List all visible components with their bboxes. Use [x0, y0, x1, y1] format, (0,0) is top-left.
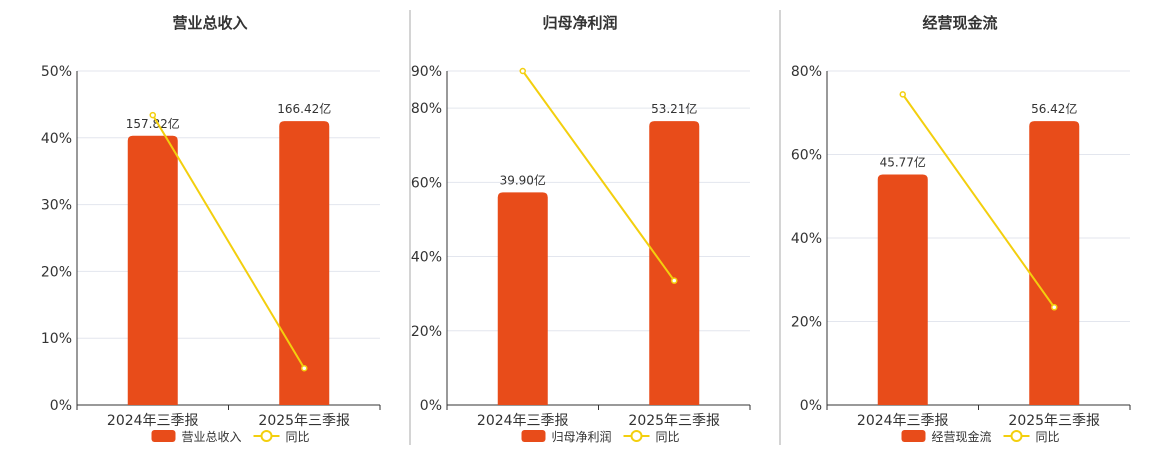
bar-data-label: 45.77亿	[880, 155, 926, 170]
bar-data-label: 53.21亿	[651, 101, 697, 116]
y-tick-label: 50%	[41, 64, 72, 80]
bar	[497, 192, 548, 405]
bar-data-label: 56.42亿	[1031, 101, 1077, 116]
y-tick-label: 20%	[41, 264, 72, 280]
legend-line-marker	[260, 430, 273, 442]
y-tick-label: 20%	[791, 315, 822, 331]
bar	[127, 135, 178, 405]
y-tick-label: 20%	[411, 324, 442, 340]
legend-line-marker	[630, 430, 643, 442]
bar	[649, 121, 700, 405]
x-category-label: 2024年三季报	[107, 413, 199, 429]
y-tick-label: 10%	[41, 331, 72, 347]
bar	[1029, 121, 1080, 405]
y-tick-label: 80%	[411, 101, 442, 117]
yoy-point	[149, 111, 156, 119]
y-tick-label: 60%	[411, 175, 442, 191]
chart-title: 经营现金流	[922, 14, 997, 32]
y-tick-label: 90%	[411, 64, 442, 80]
yoy-point	[519, 67, 526, 75]
y-tick-label: 0%	[50, 398, 72, 414]
legend-bar-swatch	[521, 430, 546, 442]
legend-bar-label: 营业总收入	[182, 430, 242, 444]
bar-data-label: 39.90亿	[500, 172, 546, 187]
y-tick-label: 0%	[420, 398, 442, 414]
legend-bar-swatch	[901, 430, 926, 442]
yoy-point	[671, 277, 678, 284]
legend-line-marker	[1010, 430, 1023, 442]
x-category-label: 2025年三季报	[628, 413, 720, 429]
bar-data-label: 166.42亿	[277, 101, 331, 116]
chart-title: 营业总收入	[172, 14, 247, 32]
legend-bar-label: 经营现金流	[932, 429, 992, 444]
y-tick-label: 0%	[800, 398, 822, 414]
x-category-label: 2025年三季报	[1008, 413, 1100, 429]
y-tick-label: 60%	[791, 148, 822, 164]
chart-title: 归母净利润	[542, 14, 617, 32]
yoy-point	[899, 91, 906, 98]
legend-line-label: 同比	[286, 430, 310, 444]
yoy-line	[901, 93, 1056, 308]
legend-line-label: 同比	[656, 430, 680, 444]
bar-data-label: 157.82亿	[126, 116, 180, 131]
bar	[877, 174, 928, 405]
legend-bar-swatch	[151, 430, 176, 442]
legend-line-label: 同比	[1036, 430, 1060, 444]
legend-bar-label: 归母净利润	[552, 430, 612, 444]
yoy-line	[521, 70, 676, 282]
y-tick-label: 40%	[791, 231, 822, 247]
y-tick-label: 40%	[411, 250, 442, 266]
x-category-label: 2024年三季报	[857, 413, 949, 429]
x-category-label: 2024年三季报	[477, 413, 569, 429]
y-tick-label: 40%	[41, 131, 72, 147]
yoy-point	[1051, 304, 1058, 311]
yoy-line	[151, 114, 306, 369]
yoy-point	[301, 365, 308, 372]
x-category-label: 2025年三季报	[258, 413, 350, 429]
bar	[279, 121, 330, 405]
y-tick-label: 80%	[791, 64, 822, 80]
y-tick-label: 30%	[41, 198, 72, 214]
